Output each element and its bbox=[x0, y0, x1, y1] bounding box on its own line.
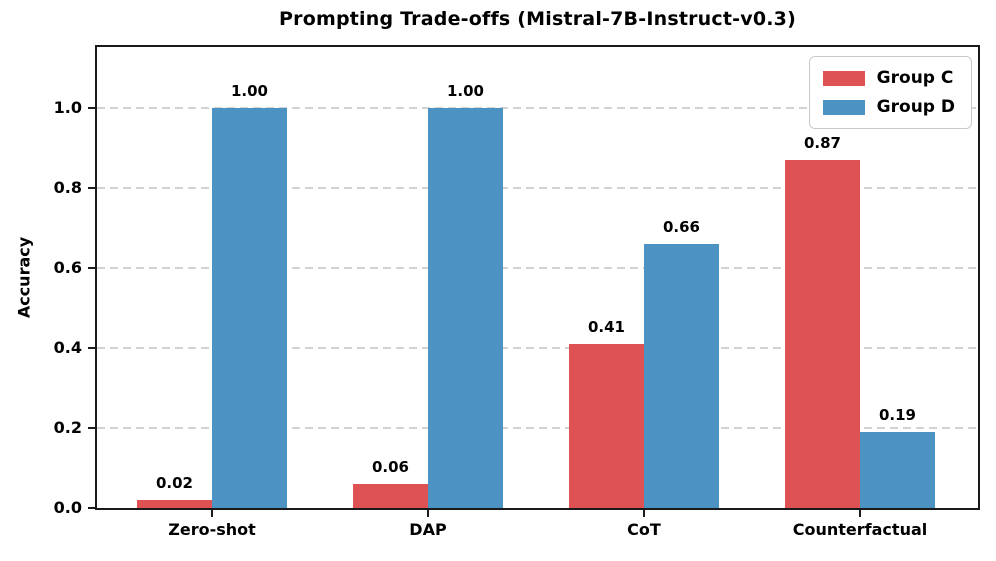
bar-value-label-group-c-cot: 0.41 bbox=[587, 318, 625, 336]
gridline-0.8 bbox=[97, 187, 978, 189]
ytick-label-0.8: 0.8 bbox=[53, 178, 82, 197]
xtick-mark-zero-shot bbox=[211, 510, 213, 517]
bar-value-label-group-c-dap: 0.06 bbox=[371, 458, 409, 476]
gridline-0.6 bbox=[97, 267, 978, 269]
bar-value-label-group-d-cot: 0.66 bbox=[662, 218, 700, 236]
bar-value-label-group-d-counterfactual: 0.19 bbox=[878, 406, 916, 424]
legend: Group C Group D bbox=[808, 56, 972, 129]
ytick-label-0.2: 0.2 bbox=[53, 418, 82, 437]
bar-group-d-zero-shot bbox=[212, 108, 287, 508]
xtick-label-cot: CoT bbox=[627, 520, 661, 539]
ytick-label-0.0: 0.0 bbox=[53, 498, 82, 517]
bar-group-d-cot bbox=[644, 244, 719, 508]
gridline-1.0 bbox=[97, 107, 978, 109]
xtick-mark-dap bbox=[427, 510, 429, 517]
ytick-label-0.4: 0.4 bbox=[53, 338, 82, 357]
xtick-mark-cot bbox=[643, 510, 645, 517]
legend-swatch-group-d-icon bbox=[822, 99, 865, 115]
bar-group-d-dap bbox=[428, 108, 503, 508]
bar-group-d-counterfactual bbox=[860, 432, 935, 508]
ytick-mark-0.4 bbox=[88, 347, 95, 349]
legend-item-group-c: Group C bbox=[822, 68, 955, 88]
ytick-mark-0.6 bbox=[88, 267, 95, 269]
ytick-mark-0.2 bbox=[88, 427, 95, 429]
xtick-label-counterfactual: Counterfactual bbox=[792, 520, 928, 539]
legend-swatch-group-c-icon bbox=[822, 70, 865, 86]
legend-label-group-d: Group D bbox=[876, 97, 955, 117]
ytick-label-0.6: 0.6 bbox=[53, 258, 82, 277]
ytick-label-1.0: 1.0 bbox=[53, 98, 82, 117]
legend-label-group-c: Group C bbox=[876, 68, 954, 88]
bar-group-c-counterfactual bbox=[785, 160, 860, 508]
xtick-label-dap: DAP bbox=[409, 520, 447, 539]
bar-value-label-group-d-zero-shot: 1.00 bbox=[230, 82, 268, 100]
bar-value-label-group-c-counterfactual: 0.87 bbox=[803, 134, 841, 152]
xtick-label-zero-shot: Zero-shot bbox=[168, 520, 256, 539]
bar-group-c-cot bbox=[569, 344, 644, 508]
ytick-mark-0.0 bbox=[88, 507, 95, 509]
gridline-0.2 bbox=[97, 427, 978, 429]
xtick-mark-counterfactual bbox=[859, 510, 861, 517]
ytick-mark-0.8 bbox=[88, 187, 95, 189]
bar-value-label-group-c-zero-shot: 0.02 bbox=[155, 474, 193, 492]
bar-value-label-group-d-dap: 1.00 bbox=[446, 82, 484, 100]
bar-group-c-dap bbox=[353, 484, 428, 508]
chart-title: Prompting Trade-offs (Mistral-7B-Instruc… bbox=[279, 8, 796, 30]
legend-item-group-d: Group D bbox=[822, 97, 955, 117]
gridline-0.4 bbox=[97, 347, 978, 349]
ytick-mark-1.0 bbox=[88, 107, 95, 109]
plot-area: Group C Group D 0.02 1.00 0.06 1.00 0.41 0.66… bbox=[95, 45, 980, 510]
bar-group-c-zero-shot bbox=[137, 500, 212, 508]
